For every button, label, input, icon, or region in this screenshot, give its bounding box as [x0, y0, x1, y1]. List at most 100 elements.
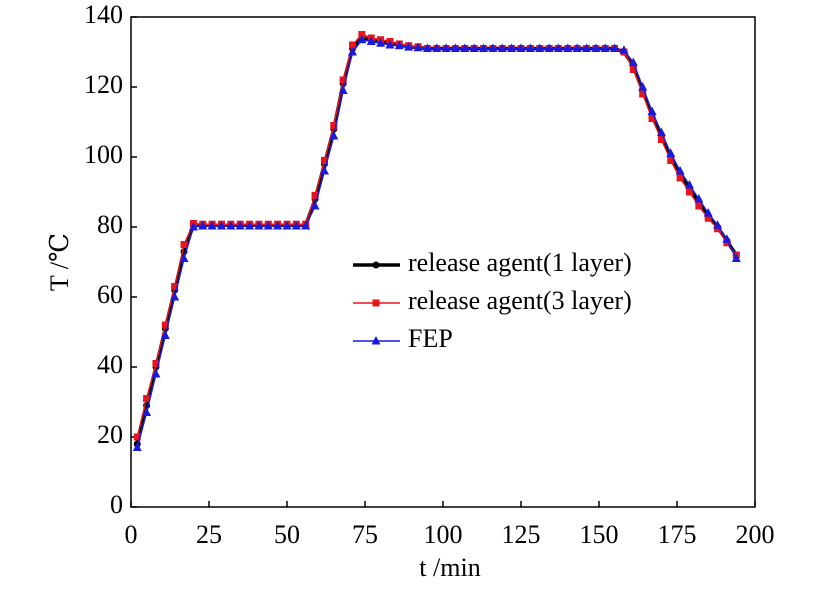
marker: [188, 222, 198, 231]
marker: [441, 43, 451, 52]
marker: [469, 43, 479, 52]
marker: [694, 194, 704, 203]
y-tick-label: 0: [110, 490, 123, 519]
marker: [371, 336, 381, 345]
marker: [132, 442, 142, 451]
marker: [301, 220, 311, 230]
marker: [647, 106, 657, 115]
marker: [263, 220, 273, 230]
marker: [656, 127, 666, 136]
x-tick-label: 50: [274, 520, 300, 549]
marker: [394, 40, 404, 50]
marker: [639, 90, 647, 98]
marker: [358, 31, 366, 38]
x-tick-label: 75: [352, 520, 378, 549]
marker: [535, 43, 545, 52]
x-tick-label: 0: [125, 520, 138, 549]
marker: [330, 122, 338, 129]
marker: [311, 192, 319, 199]
marker: [372, 261, 380, 269]
marker: [563, 43, 573, 52]
x-tick-label: 25: [196, 520, 222, 549]
marker: [151, 369, 161, 378]
x-tick-label: 125: [502, 520, 541, 549]
marker: [235, 220, 245, 230]
marker: [372, 299, 380, 307]
marker: [142, 407, 152, 416]
marker: [507, 43, 517, 52]
x-tick-label: 175: [658, 520, 697, 549]
y-tick-label: 120: [84, 70, 123, 99]
legend-label: FEP: [408, 324, 453, 353]
marker: [329, 131, 339, 140]
marker: [553, 43, 563, 52]
marker: [544, 43, 554, 52]
marker: [254, 220, 264, 230]
marker: [291, 220, 301, 230]
marker: [450, 43, 460, 52]
marker: [207, 220, 217, 230]
marker: [422, 43, 432, 52]
marker: [704, 214, 712, 222]
marker: [385, 40, 395, 49]
marker: [582, 43, 592, 52]
marker: [161, 321, 169, 329]
x-tick-label: 100: [424, 520, 463, 549]
marker: [497, 43, 507, 52]
marker: [171, 283, 179, 290]
marker: [619, 45, 629, 54]
marker: [629, 66, 637, 73]
y-tick-label: 100: [84, 140, 123, 169]
y-tick-label: 80: [97, 210, 123, 239]
marker: [685, 188, 693, 196]
marker: [226, 220, 236, 230]
marker: [600, 43, 610, 52]
x-axis-label: t /min: [419, 553, 480, 582]
marker: [731, 253, 741, 262]
marker: [366, 36, 376, 45]
marker: [198, 220, 208, 230]
marker: [628, 57, 638, 66]
marker: [339, 76, 347, 84]
y-axis-label: T /℃: [45, 233, 74, 291]
marker: [152, 360, 160, 367]
marker: [160, 330, 170, 339]
y-tick-label: 40: [97, 350, 123, 379]
marker: [179, 253, 189, 262]
x-tick-label: 200: [736, 520, 775, 549]
marker: [170, 292, 180, 301]
y-tick-label: 60: [97, 280, 123, 309]
marker: [657, 136, 665, 143]
marker: [376, 38, 386, 47]
marker: [143, 395, 151, 402]
legend-label: release agent(3 layer): [408, 286, 632, 315]
marker: [216, 220, 226, 230]
marker: [610, 43, 620, 52]
marker: [591, 43, 601, 52]
marker: [703, 208, 713, 217]
marker: [479, 43, 489, 52]
marker: [572, 43, 582, 52]
marker: [338, 85, 348, 94]
x-tick-label: 150: [580, 520, 619, 549]
marker: [667, 157, 675, 164]
y-tick-label: 20: [97, 420, 123, 449]
marker: [666, 148, 676, 157]
marker: [684, 180, 694, 189]
marker: [349, 41, 357, 49]
marker: [675, 166, 685, 175]
marker: [713, 220, 723, 229]
marker: [648, 115, 656, 122]
marker: [320, 157, 328, 164]
marker: [676, 174, 684, 182]
marker: [525, 43, 535, 52]
marker: [180, 241, 188, 248]
legend-label: release agent(1 layer): [408, 248, 632, 277]
marker: [638, 82, 648, 91]
y-tick-label: 140: [84, 0, 123, 29]
marker: [516, 43, 526, 52]
marker: [432, 43, 442, 52]
marker: [319, 166, 329, 175]
marker: [348, 47, 358, 56]
